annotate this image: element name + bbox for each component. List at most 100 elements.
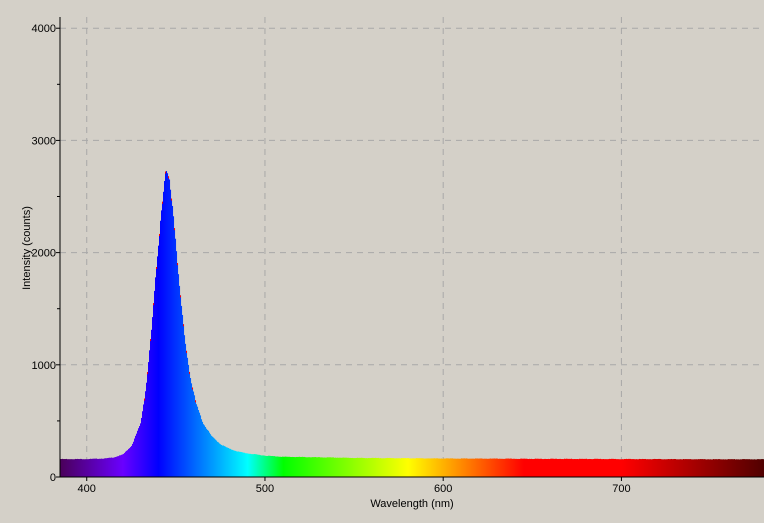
spectrum-bar xyxy=(351,458,353,477)
spectrum-bar xyxy=(373,457,375,477)
spectrum-bar xyxy=(239,451,241,477)
spectrum-bar xyxy=(540,458,542,477)
spectrum-bar xyxy=(170,189,172,477)
spectrum-outline xyxy=(144,398,145,401)
spectrum-bar xyxy=(429,458,431,477)
spectrum-outline xyxy=(177,263,178,266)
spectrum-bar xyxy=(533,459,535,477)
spectrum-bar xyxy=(69,459,71,477)
spectrum-bar xyxy=(389,457,391,477)
spectrum-bar xyxy=(431,458,433,477)
spectrum-bar xyxy=(367,458,369,477)
spectrum-bar xyxy=(152,317,154,477)
spectrum-bar xyxy=(736,459,738,477)
spectrum-bar xyxy=(582,458,584,477)
spectrum-bar xyxy=(579,458,581,477)
spectrum-bar xyxy=(247,453,249,477)
spectrum-bar xyxy=(107,458,109,477)
spectrum-bar xyxy=(450,458,452,477)
spectrum-bar xyxy=(266,455,268,477)
spectrum-bar xyxy=(124,452,126,477)
spectrum-bar xyxy=(144,398,146,477)
spectrum-bar xyxy=(299,456,301,477)
spectrum-bar xyxy=(111,457,113,477)
spectrum-bar xyxy=(463,458,465,477)
spectrum-bar xyxy=(213,437,215,477)
spectrum-bar xyxy=(597,458,599,477)
spectrum-bar xyxy=(672,459,674,477)
spectrum-bar xyxy=(193,391,195,477)
spectrum-bar xyxy=(752,459,754,477)
spectrum-bar xyxy=(584,458,586,477)
spectrum-bar xyxy=(675,459,677,477)
spectrum-bar xyxy=(747,459,749,477)
spectrum-outline xyxy=(186,350,187,353)
spectrum-bar xyxy=(289,456,291,477)
spectrum-bar xyxy=(700,459,702,477)
spectrum-bar xyxy=(196,404,198,477)
spectrum-bar xyxy=(85,459,87,477)
spectrum-bar xyxy=(327,457,329,477)
spectrum-bar xyxy=(70,459,72,477)
x-tick-label: 400 xyxy=(78,483,96,495)
spectrum-bar xyxy=(336,457,338,477)
spectrum-outline xyxy=(183,324,184,327)
spectrum-bar xyxy=(319,457,321,477)
spectrum-bar xyxy=(495,458,497,477)
x-tick-label: 700 xyxy=(612,483,630,495)
spectrum-bar xyxy=(310,457,312,477)
spectrum-outline xyxy=(150,339,151,342)
spectrum-bar xyxy=(291,457,293,477)
spectrum-bar xyxy=(242,452,244,477)
spectrum-bar xyxy=(699,459,701,477)
spectrum-bar xyxy=(385,458,387,477)
spectrum-bar xyxy=(418,458,420,477)
spectrum-bar xyxy=(664,459,666,477)
spectrum-bar xyxy=(133,441,135,477)
spectrum-outline xyxy=(171,198,172,201)
spectrum-bar xyxy=(600,458,602,477)
x-tick-label: 600 xyxy=(434,483,452,495)
spectrum-bar xyxy=(691,459,693,477)
spectrum-bar xyxy=(440,458,442,477)
spectrum-bar xyxy=(572,459,574,477)
spectrum-bar xyxy=(78,459,80,477)
spectrum-outline xyxy=(195,400,196,403)
spectrum-bar xyxy=(643,459,645,477)
spectrum-bar xyxy=(712,459,714,477)
spectrum-bar xyxy=(697,459,699,477)
spectrum-bar xyxy=(138,428,140,477)
spectrum-bar xyxy=(110,457,112,477)
spectrum-bar xyxy=(377,457,379,477)
spectrum-bar xyxy=(448,458,450,477)
spectrum-bar xyxy=(271,455,273,477)
spectrum-bar xyxy=(248,453,250,477)
spectrum-bar xyxy=(384,458,386,477)
spectrum-bar xyxy=(158,245,160,477)
spectrum-bar xyxy=(168,176,170,477)
spectrum-bar xyxy=(645,458,647,477)
spectrum-bar xyxy=(114,457,116,477)
spectrum-bar xyxy=(337,457,339,477)
spectrum-bar xyxy=(91,458,93,477)
spectrum-bar xyxy=(727,459,729,477)
spectrum-outline xyxy=(180,295,181,298)
spectrum-bar xyxy=(361,457,363,477)
spectrum-bar xyxy=(527,458,529,477)
spectrum-bar xyxy=(739,459,741,477)
spectrum-bar xyxy=(97,458,99,477)
spectrum-bar xyxy=(454,458,456,477)
spectrum-bar xyxy=(386,458,388,477)
spectrum-bar xyxy=(163,191,165,478)
spectrum-bar xyxy=(183,324,185,477)
spectrum-bar xyxy=(531,458,533,477)
spectrum-bar xyxy=(286,456,288,477)
spectrum-bar xyxy=(374,457,376,477)
spectrum-bar xyxy=(371,457,373,477)
spectrum-bar xyxy=(240,451,242,477)
spectrum-bar xyxy=(231,449,233,477)
spectrum-bar xyxy=(715,459,717,477)
spectrum-bar xyxy=(599,458,601,477)
spectrum-bar xyxy=(695,459,697,477)
y-tick-label: 4000 xyxy=(32,23,56,35)
